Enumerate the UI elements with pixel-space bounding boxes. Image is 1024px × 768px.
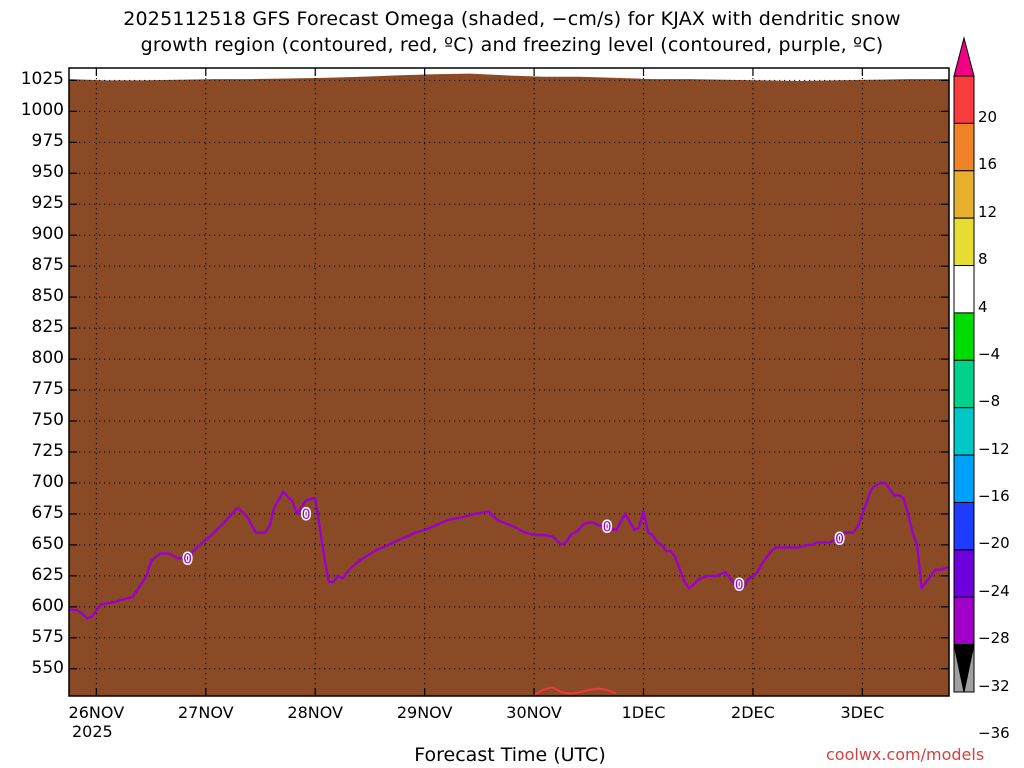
- y-tick-label-875: 875: [31, 255, 64, 276]
- colorbar-label-12: −32: [978, 676, 1010, 695]
- colorbar-segment-10: [953, 549, 975, 598]
- colorbar-label-3: 8: [978, 250, 988, 269]
- colorbar-label-1: 16: [978, 155, 998, 174]
- freezing-level-contour: [69, 481, 949, 620]
- colorbar-segment-8: [953, 454, 975, 503]
- colorbar-label-13: −36: [978, 724, 1010, 742]
- y-tick-label-700: 700: [31, 471, 64, 492]
- colorbar-label-7: −12: [978, 439, 1010, 458]
- x-tick-label-27NOV: 27NOV: [177, 703, 234, 722]
- y-tick-label-900: 900: [31, 224, 64, 245]
- snow-growth-contour: [533, 686, 617, 696]
- colorbar-segment-0: [953, 75, 975, 124]
- x-tick-label-2DEC: 2DEC: [731, 703, 775, 722]
- x-axis-title: Forecast Time (UTC): [414, 744, 606, 766]
- y-tick-label-775: 775: [31, 379, 64, 400]
- contour-layer: 0 0 0 0 0: [69, 481, 949, 696]
- y-tick-label-625: 625: [31, 564, 64, 585]
- x-tick-label-29NOV: 29NOV: [396, 703, 453, 722]
- y-tick-label-975: 975: [31, 131, 64, 152]
- y-tick-label-600: 600: [31, 595, 64, 616]
- colorbar-label-11: −28: [978, 629, 1010, 648]
- y-tick-label-1000: 1000: [20, 100, 64, 121]
- y-tick-label-850: 850: [31, 286, 64, 307]
- colorbar-label-9: −20: [978, 534, 1010, 553]
- y-tick-label-575: 575: [31, 626, 64, 647]
- plot-frame: [68, 67, 950, 697]
- plot-border: [68, 67, 950, 697]
- colorbar-label-0: 20: [978, 108, 998, 126]
- colorbar: [953, 36, 975, 693]
- y-tick-label-950: 950: [31, 162, 64, 183]
- colorbar-segment-9: [953, 501, 975, 551]
- y-tick-label-750: 750: [31, 410, 64, 431]
- y-tick-label-725: 725: [31, 440, 64, 461]
- colorbar-segment-4: [953, 265, 975, 314]
- colorbar-segment-3: [953, 217, 975, 267]
- colorbar-segment-7: [953, 407, 975, 456]
- colorbar-label-10: −24: [978, 581, 1010, 600]
- x-tick-label-26NOV: 26NOV: [68, 703, 125, 722]
- terrain-layer: [69, 73, 949, 696]
- y-tick-label-800: 800: [31, 348, 64, 369]
- freezing-level-label-3: 0: [735, 578, 744, 594]
- y-tick-label-550: 550: [31, 657, 64, 678]
- y-tick-label-675: 675: [31, 502, 64, 523]
- y-tick-label-1025: 1025: [20, 69, 64, 90]
- x-tick-label-30NOV: 30NOV: [506, 703, 562, 722]
- colorbar-label-5: −4: [978, 344, 1001, 363]
- colorbar-label-4: 4: [978, 297, 988, 316]
- y-tick-label-925: 925: [31, 193, 64, 214]
- credit-link[interactable]: coolwx.com/models: [826, 745, 985, 764]
- freezing-level-label-1: 0: [302, 507, 311, 523]
- freezing-level-label-4: 0: [835, 532, 844, 548]
- terrain-area: [69, 73, 949, 696]
- colorbar-segment-1: [953, 122, 975, 172]
- colorbar-label-6: −8: [978, 392, 1001, 411]
- colorbar-segment-2: [953, 170, 975, 219]
- y-tick-label-650: 650: [31, 533, 64, 554]
- freezing-level-label-0: 0: [183, 552, 192, 568]
- colorbar-segment-6: [953, 359, 975, 409]
- x-tick-label-1DEC: 1DEC: [621, 703, 666, 722]
- x-tick-label-3DEC: 3DEC: [840, 703, 885, 722]
- year-label: 2025: [72, 722, 113, 741]
- colorbar-top-arrow: [953, 36, 975, 77]
- chart-title-line-1: 2025112518 GFS Forecast Omega (shaded, −…: [123, 8, 901, 30]
- colorbar-bottom-arrow: [953, 644, 975, 693]
- colorbar-label-2: 12: [978, 202, 998, 221]
- y-tick-label-825: 825: [31, 317, 64, 338]
- colorbar-label-8: −16: [978, 487, 1010, 506]
- x-tick-label-28NOV: 28NOV: [287, 703, 343, 722]
- colorbar-segment-5: [953, 312, 975, 361]
- colorbar-segment-11: [953, 596, 975, 646]
- gridlines: [69, 68, 949, 696]
- freezing-level-label-2: 0: [603, 519, 612, 535]
- chart-title-line-2: growth region (contoured, red, ºC) and f…: [140, 34, 884, 56]
